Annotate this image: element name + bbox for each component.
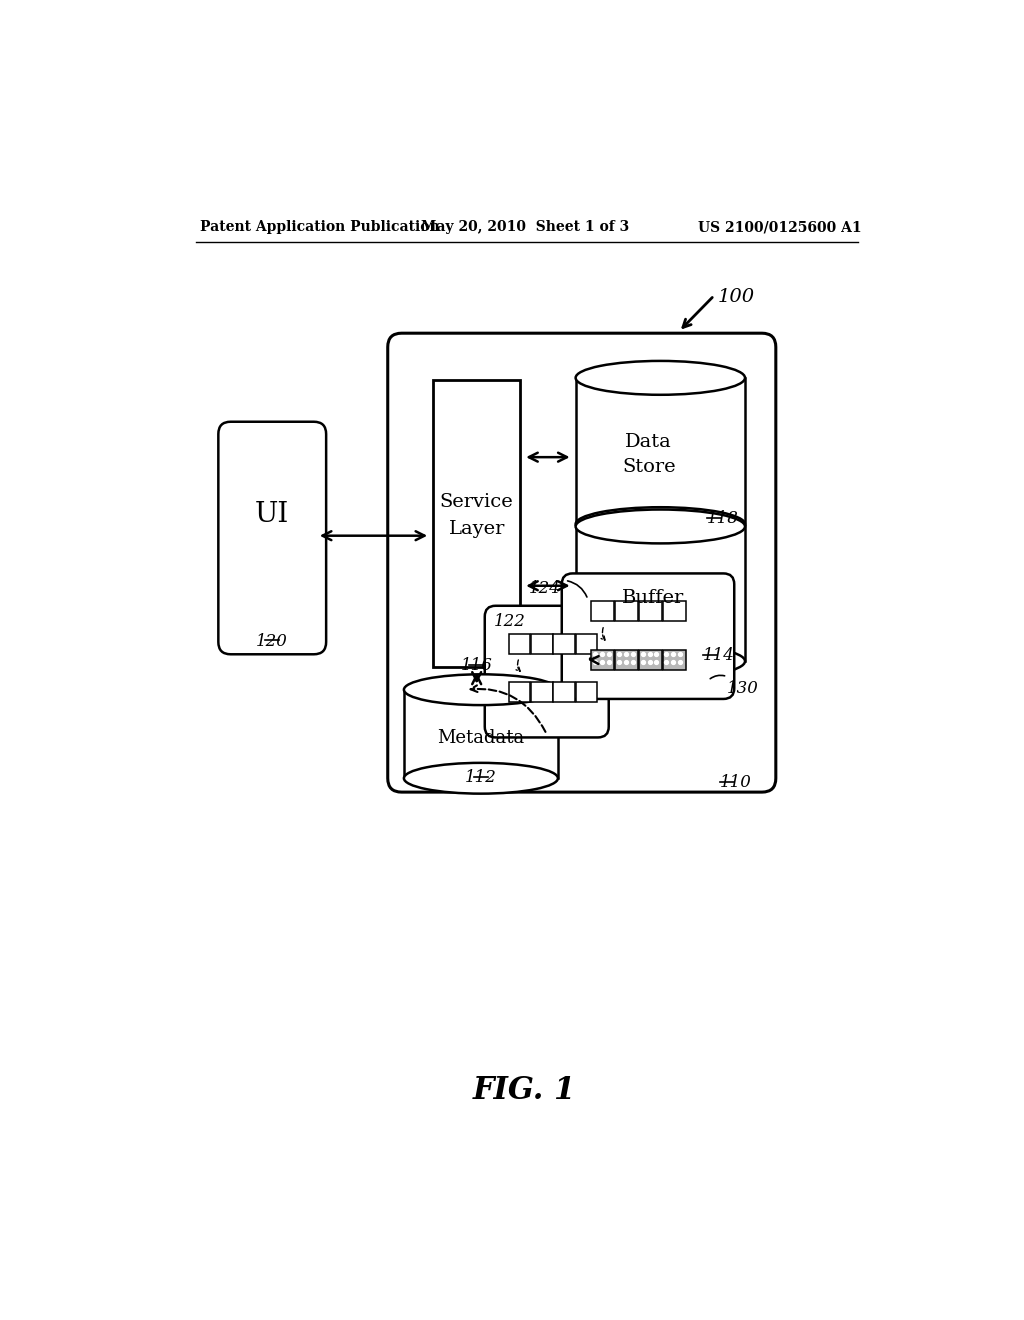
Ellipse shape — [403, 763, 558, 793]
Bar — [575, 378, 745, 524]
Bar — [553, 682, 574, 702]
Text: 100: 100 — [717, 288, 755, 306]
Text: 120: 120 — [256, 632, 288, 649]
Text: 114: 114 — [702, 647, 734, 664]
Text: US 2100/0125600 A1: US 2100/0125600 A1 — [698, 220, 862, 234]
Text: 118: 118 — [707, 511, 738, 527]
Text: 116: 116 — [461, 657, 493, 675]
Bar — [639, 601, 662, 622]
Text: FIG. 1: FIG. 1 — [473, 1074, 577, 1106]
Bar — [433, 380, 520, 667]
Bar — [575, 527, 745, 661]
Text: 110: 110 — [720, 775, 752, 792]
Text: May 20, 2010  Sheet 1 of 3: May 20, 2010 Sheet 1 of 3 — [421, 220, 629, 234]
Bar — [663, 649, 686, 669]
FancyBboxPatch shape — [484, 606, 608, 738]
Bar — [403, 689, 558, 779]
Bar — [575, 682, 597, 702]
FancyBboxPatch shape — [388, 333, 776, 792]
Ellipse shape — [403, 675, 558, 705]
Bar — [663, 601, 686, 622]
FancyBboxPatch shape — [218, 422, 326, 655]
Bar — [591, 601, 614, 622]
Ellipse shape — [575, 360, 745, 395]
Text: 130: 130 — [727, 681, 759, 697]
Bar — [591, 649, 614, 669]
Bar — [531, 635, 553, 655]
Text: Data
Store: Data Store — [622, 433, 676, 477]
Bar — [575, 635, 597, 655]
Bar — [531, 682, 553, 702]
FancyBboxPatch shape — [562, 573, 734, 700]
Text: 122: 122 — [494, 612, 526, 630]
Bar — [553, 635, 574, 655]
Bar — [509, 635, 530, 655]
Bar — [614, 649, 638, 669]
Text: 112: 112 — [465, 770, 497, 785]
Text: Buffer: Buffer — [622, 589, 684, 607]
Text: Patent Application Publication: Patent Application Publication — [200, 220, 439, 234]
Ellipse shape — [575, 644, 745, 678]
Bar — [509, 682, 530, 702]
Text: UI: UI — [255, 502, 290, 528]
Bar — [639, 649, 662, 669]
Text: Service
Layer: Service Layer — [439, 494, 514, 537]
Text: Metadata: Metadata — [437, 729, 524, 747]
Text: 124: 124 — [529, 581, 561, 598]
Ellipse shape — [575, 510, 745, 544]
Ellipse shape — [575, 507, 745, 541]
Bar — [614, 601, 638, 622]
